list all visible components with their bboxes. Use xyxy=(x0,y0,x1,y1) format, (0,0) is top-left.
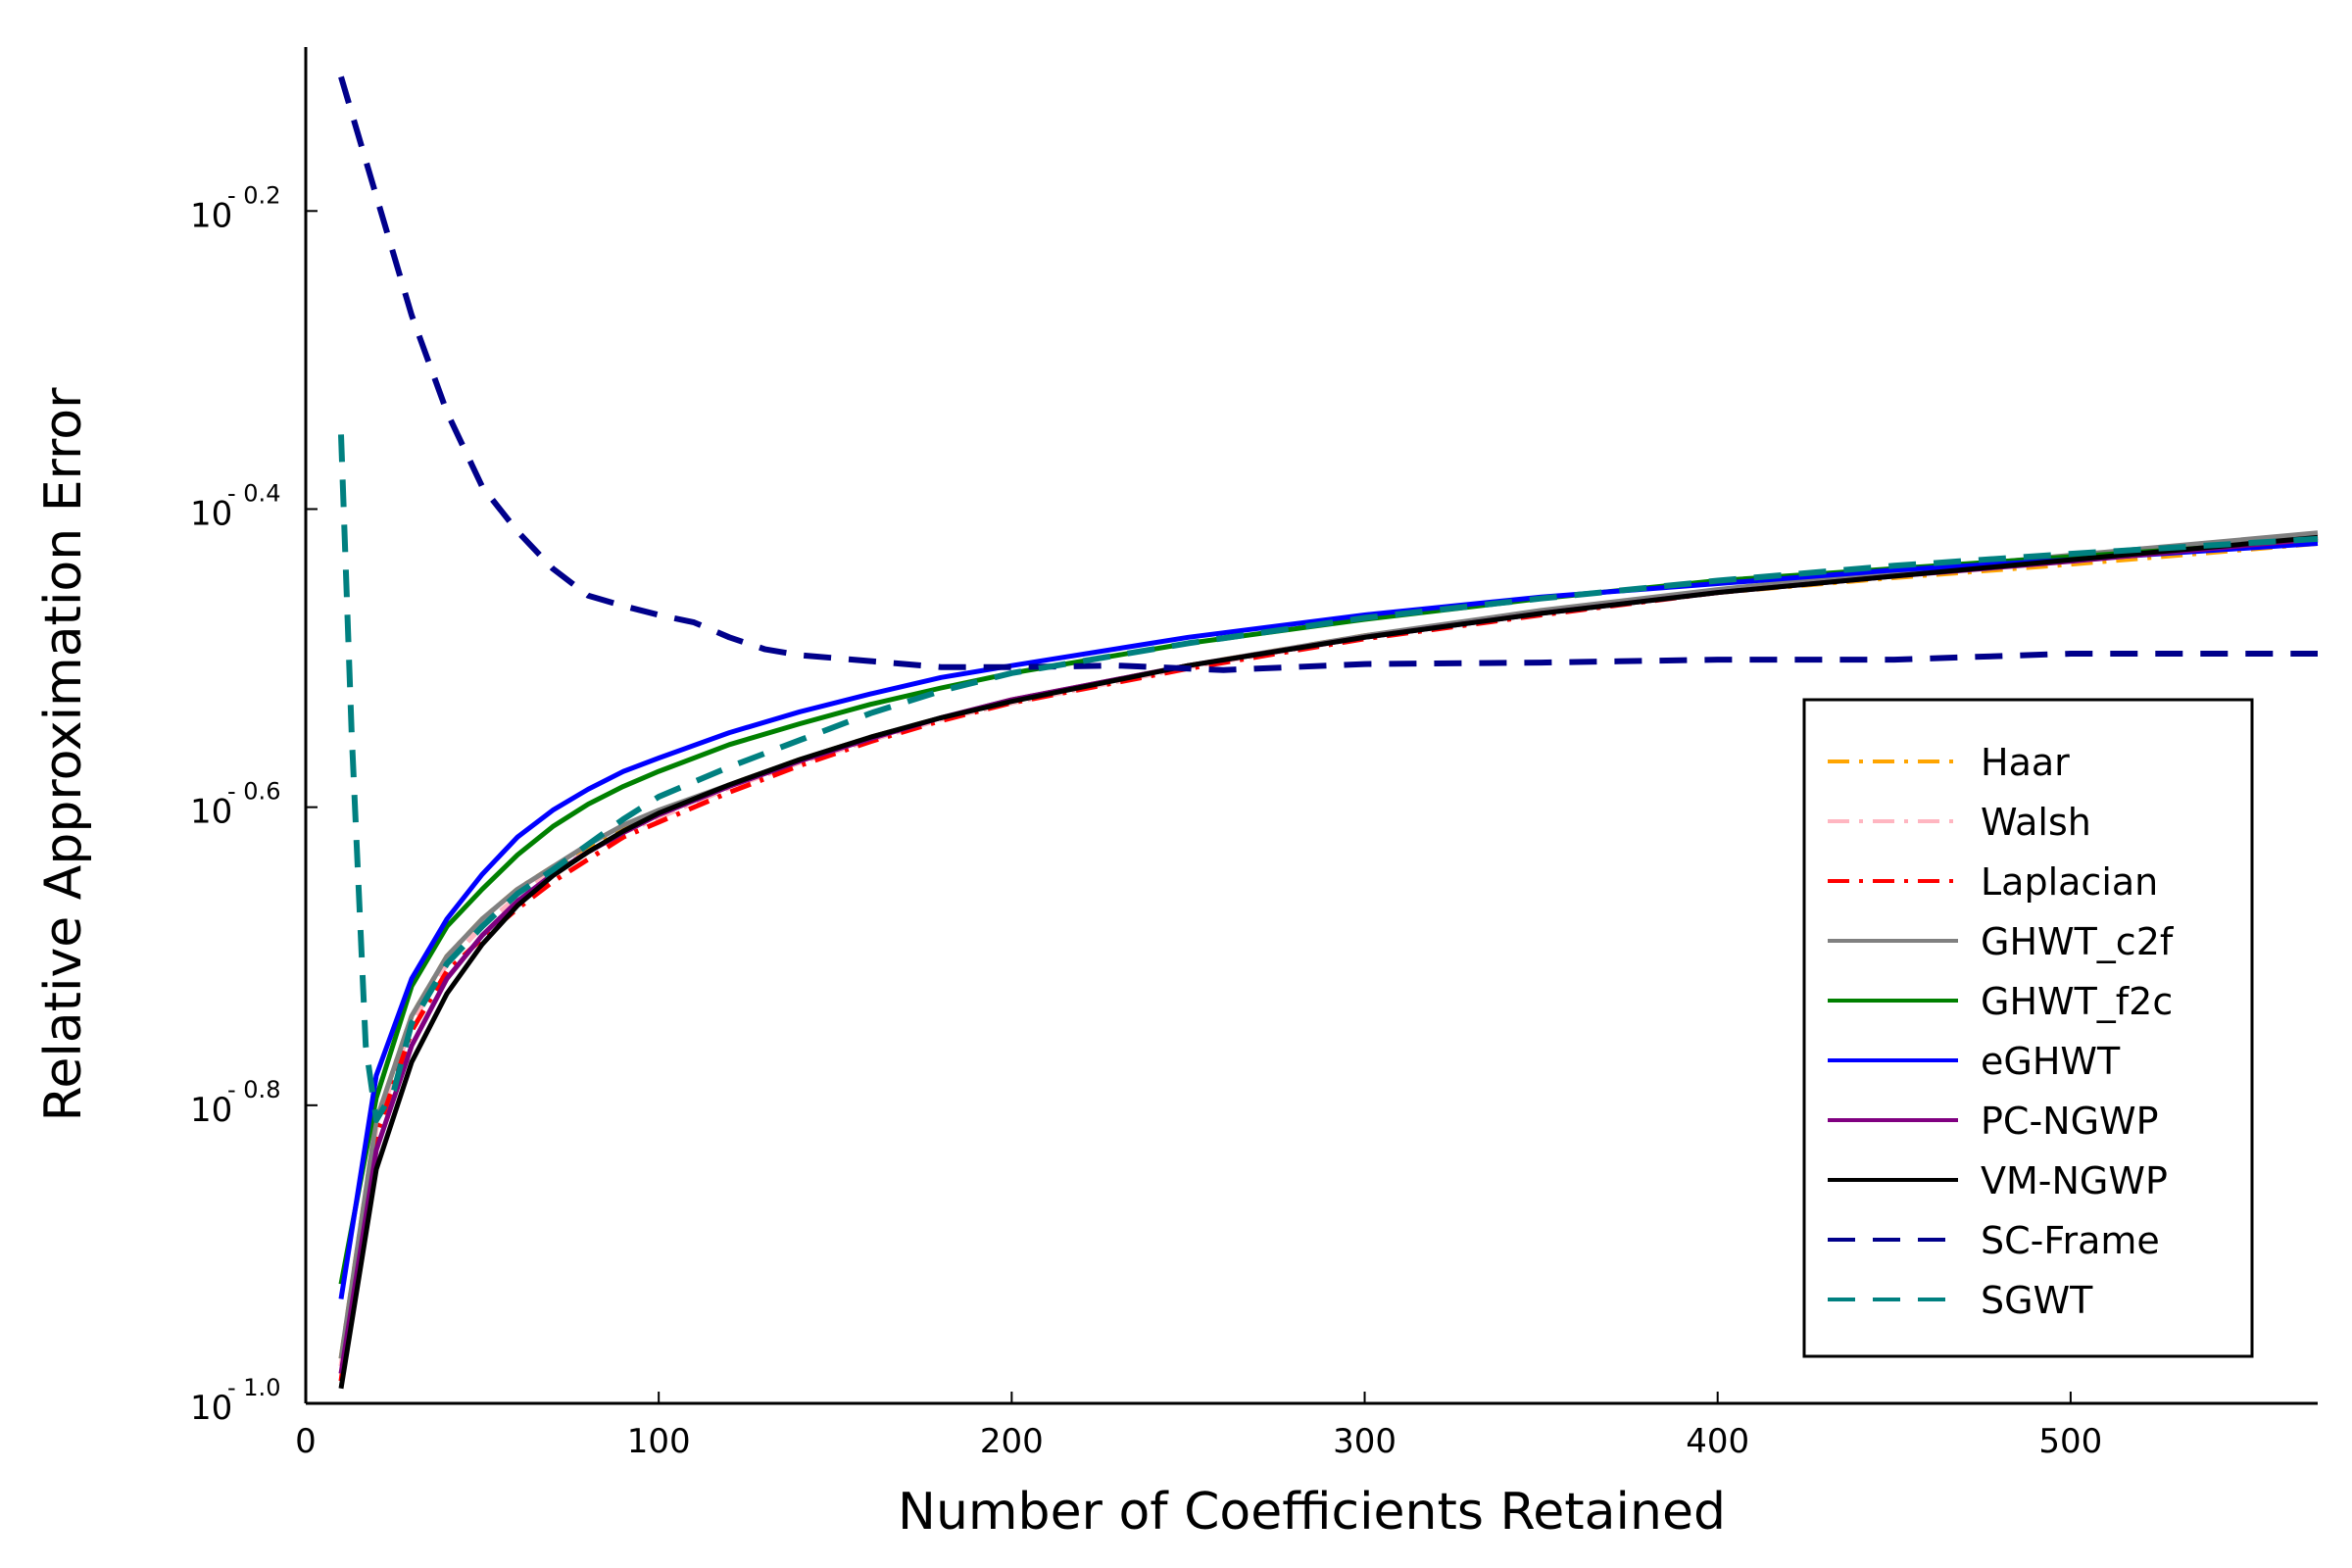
legend-label: SGWT xyxy=(1981,1279,2093,1322)
y-tick-label-base: 10 xyxy=(190,494,232,533)
series-line-sgwt xyxy=(338,434,2319,1123)
y-tick-label-exponent: - 0.6 xyxy=(227,778,280,806)
legend-label: SC-Frame xyxy=(1981,1219,2160,1262)
y-tick-label-exponent: - 0.2 xyxy=(227,181,280,209)
legend-label: VM-NGWP xyxy=(1981,1159,2168,1202)
legend-box xyxy=(1802,698,2254,1358)
legend-label: GHWT_f2c xyxy=(1981,980,2173,1023)
x-axis-ticks: 0 100 200 300 400 500 xyxy=(295,1392,2102,1461)
y-tick-label-base: 10 xyxy=(190,793,232,832)
y-axis-ticks: 10- 1.010- 0.810- 0.610- 0.410- 0.2 xyxy=(190,181,318,1428)
x-tick-label: 400 xyxy=(1686,1422,1749,1461)
legend-label: PC-NGWP xyxy=(1981,1100,2159,1143)
series-line-vm-ngwp xyxy=(338,534,2319,1390)
legend-label: Walsh xyxy=(1981,801,2091,844)
legend-label: Haar xyxy=(1981,741,2070,784)
y-tick-label-base: 10 xyxy=(190,1091,232,1130)
series-layer xyxy=(338,75,2319,1390)
x-tick-label: 0 xyxy=(295,1422,317,1461)
y-tick-label-base: 10 xyxy=(190,1389,232,1428)
legend-label: Laplacian xyxy=(1981,860,2158,904)
legend-label: GHWT_c2f xyxy=(1981,920,2175,963)
y-tick-label-exponent: - 1.0 xyxy=(227,1374,280,1401)
x-tick-label: 500 xyxy=(2038,1422,2102,1461)
y-tick-label-base: 10 xyxy=(190,196,232,235)
x-tick-label: 300 xyxy=(1333,1422,1396,1461)
y-tick-label-exponent: - 0.8 xyxy=(227,1076,280,1103)
x-tick-label: 100 xyxy=(627,1422,691,1461)
x-tick-label: 200 xyxy=(980,1422,1044,1461)
legend-label: eGHWT xyxy=(1981,1040,2121,1083)
legend: Haar Walsh Laplacian GHWT_c2f GHWT_f2c eGHWT P… xyxy=(1802,698,2254,1358)
series-line-sc-frame xyxy=(338,75,2318,673)
y-tick-label-exponent: - 0.4 xyxy=(227,479,280,507)
x-axis-title: Number of Coefficients Retained xyxy=(898,1483,1726,1542)
y-axis-title: Relative Approximation Error xyxy=(34,387,93,1122)
